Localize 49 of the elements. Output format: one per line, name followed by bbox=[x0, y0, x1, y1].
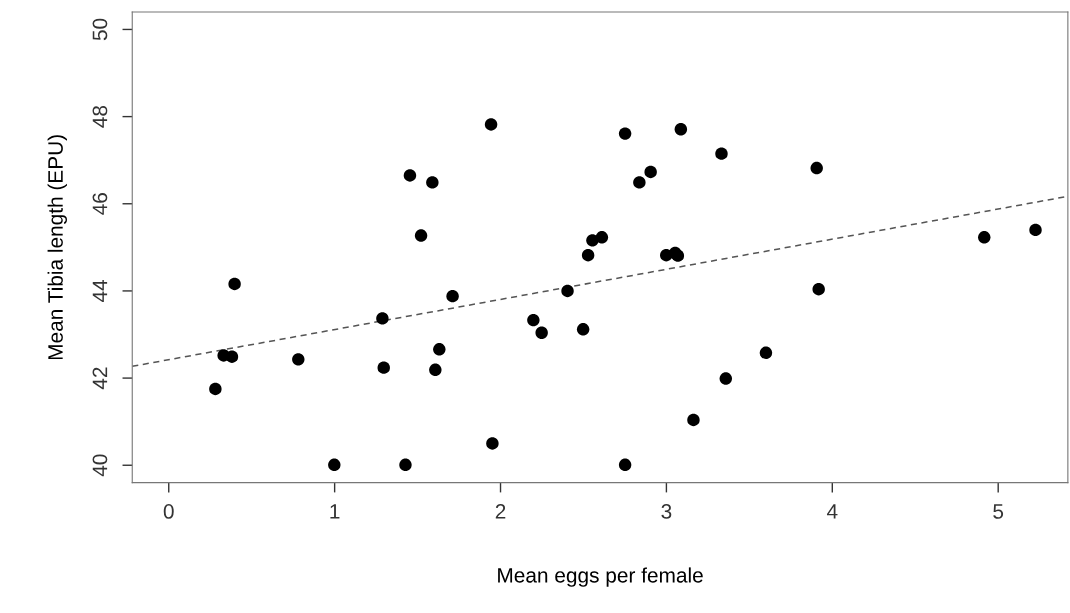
point bbox=[377, 361, 390, 374]
point bbox=[561, 284, 574, 298]
point bbox=[719, 372, 733, 385]
point bbox=[209, 382, 222, 396]
y-tick-label: 42 bbox=[92, 367, 108, 390]
point bbox=[446, 289, 459, 303]
point bbox=[618, 458, 632, 472]
point bbox=[595, 231, 609, 244]
point bbox=[399, 458, 412, 472]
x-axis-title: Mean eggs per female bbox=[498, 567, 703, 587]
y-tick-label: 48 bbox=[92, 105, 108, 128]
point bbox=[433, 343, 446, 356]
point bbox=[576, 323, 590, 336]
point bbox=[674, 123, 688, 136]
x-tick-label: 0 bbox=[163, 504, 174, 519]
x-tick-label: 5 bbox=[993, 504, 1004, 519]
x-tick-label: 3 bbox=[661, 504, 672, 519]
point bbox=[644, 165, 657, 179]
point bbox=[618, 127, 632, 140]
y-tick-label: 44 bbox=[92, 279, 108, 303]
point bbox=[810, 161, 823, 175]
point bbox=[1029, 223, 1042, 237]
point bbox=[486, 437, 499, 450]
point bbox=[527, 313, 540, 327]
point bbox=[292, 353, 305, 366]
point bbox=[225, 350, 239, 363]
x-tick-label: 4 bbox=[826, 504, 838, 519]
point bbox=[633, 176, 646, 189]
point bbox=[429, 363, 442, 377]
point bbox=[426, 176, 439, 189]
point bbox=[403, 169, 417, 182]
point bbox=[484, 118, 498, 131]
point bbox=[715, 147, 728, 160]
point bbox=[812, 282, 825, 296]
point bbox=[759, 346, 773, 360]
point bbox=[328, 458, 341, 472]
y-axis-title: Mean Tibia length (EPU) bbox=[47, 135, 67, 360]
point bbox=[978, 231, 991, 244]
point bbox=[581, 248, 595, 262]
point bbox=[535, 326, 548, 339]
point bbox=[228, 277, 241, 291]
y-tick-label: 40 bbox=[92, 454, 108, 477]
point bbox=[687, 413, 700, 427]
x-tick-label: 1 bbox=[330, 504, 340, 519]
x-tick-label: 2 bbox=[495, 504, 506, 519]
point bbox=[414, 229, 428, 242]
point bbox=[376, 312, 389, 325]
y-tick-label: 50 bbox=[92, 18, 108, 41]
y-tick-label: 46 bbox=[92, 193, 108, 215]
